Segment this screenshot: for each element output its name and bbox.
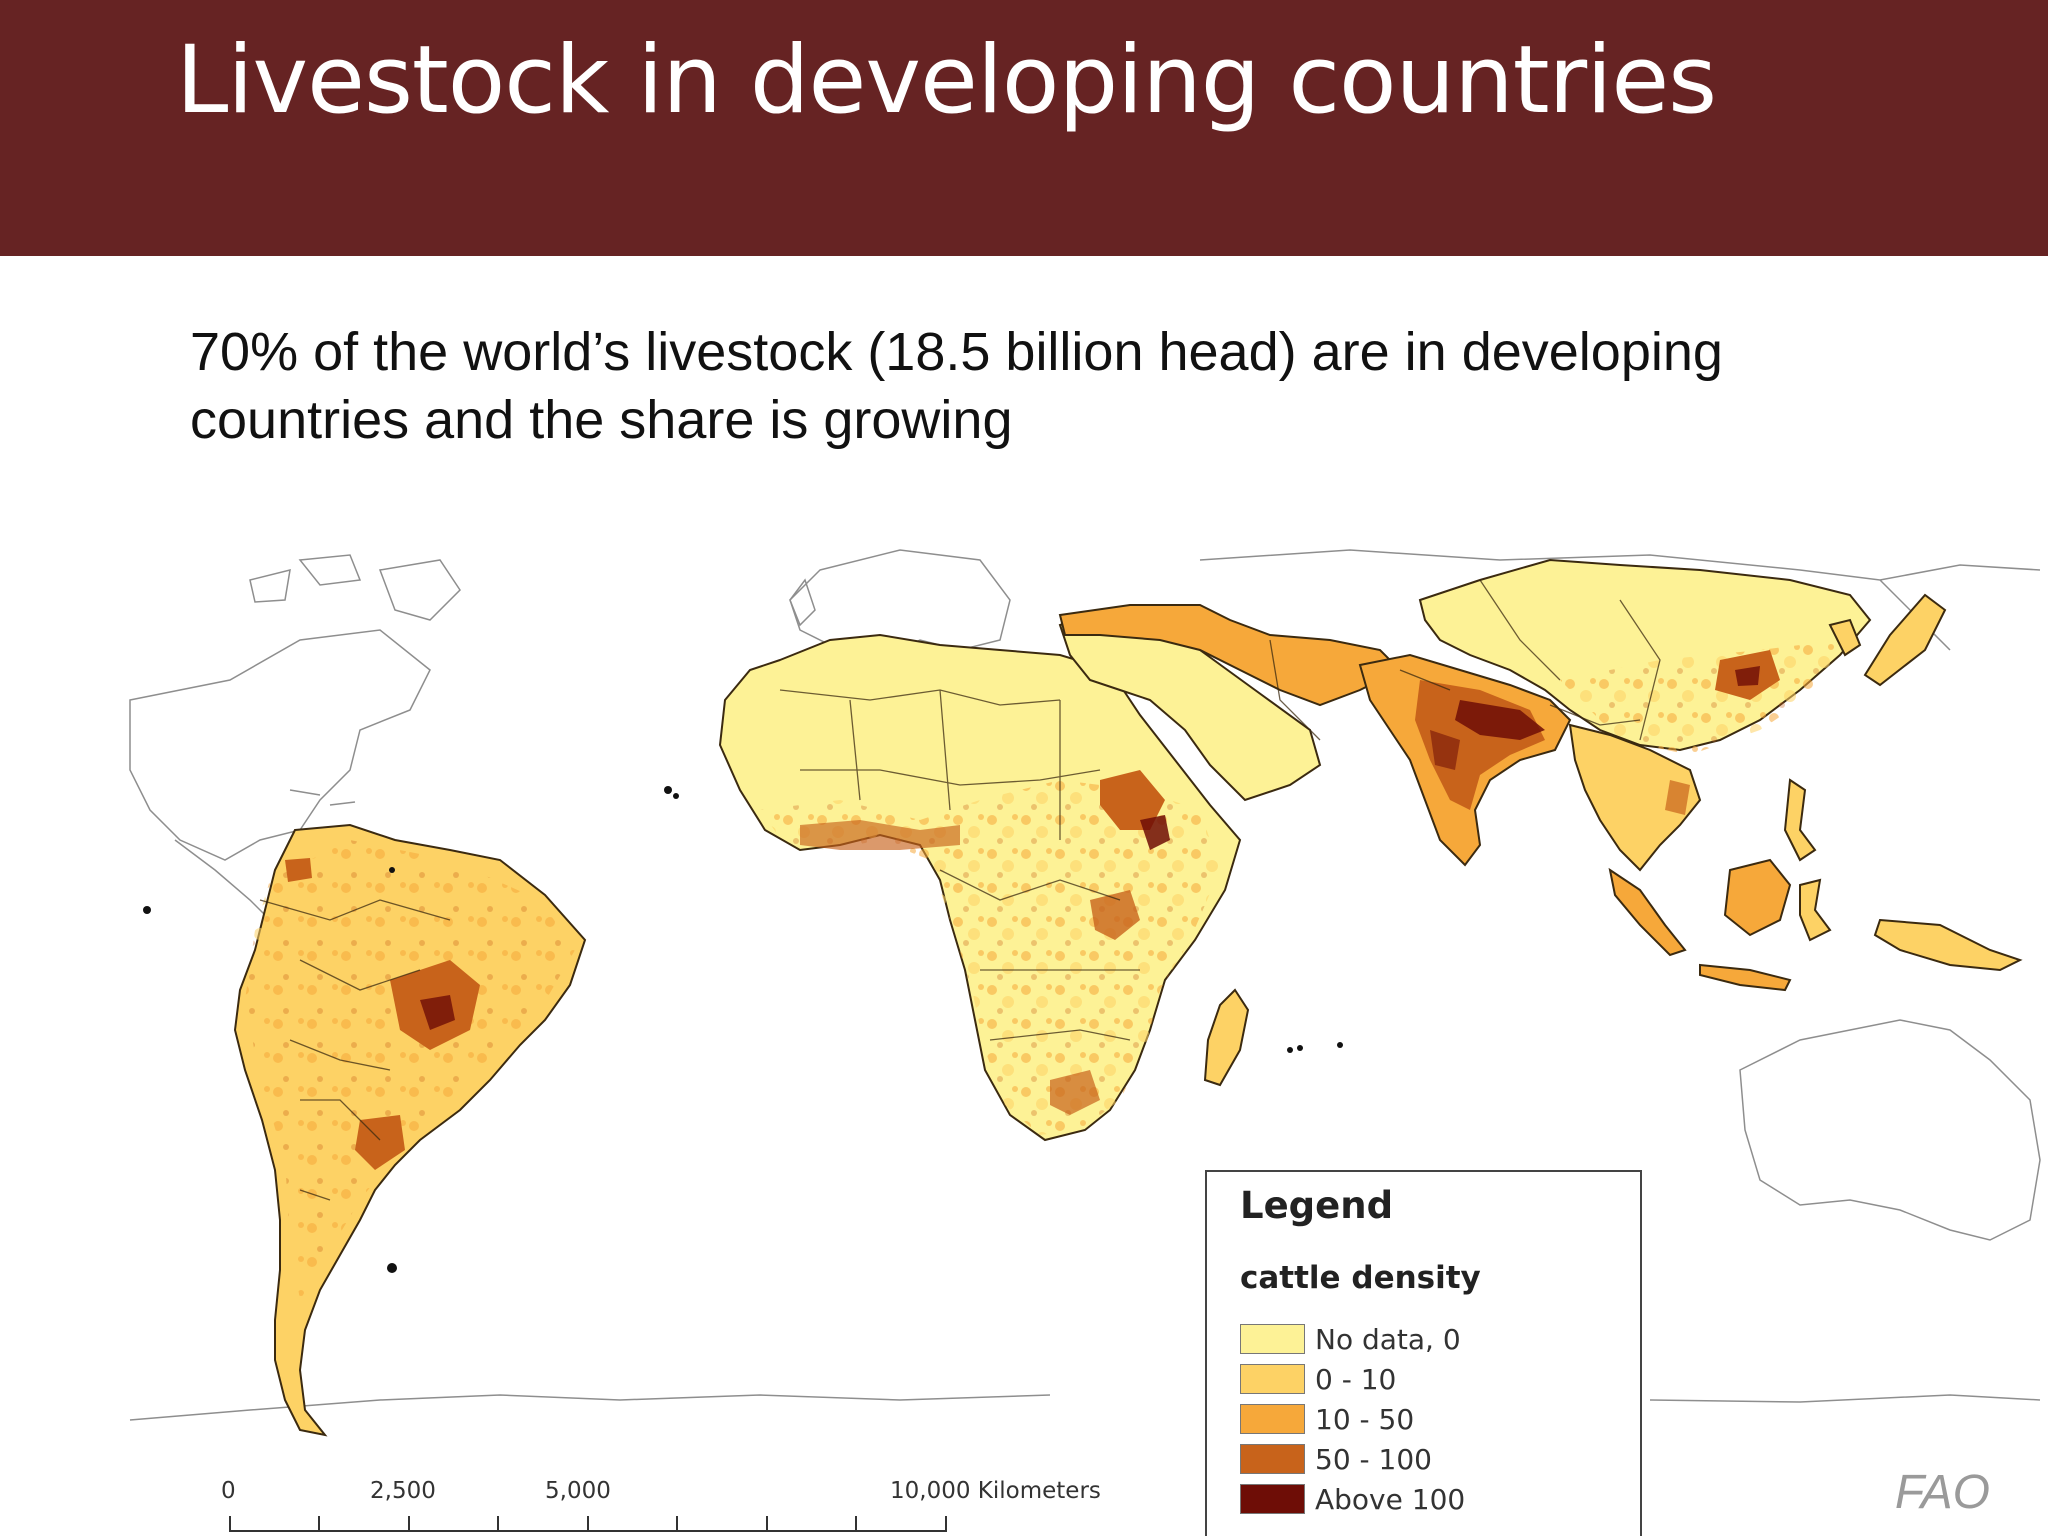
- map-legend: Legend cattle density No data, 0 0 - 10 …: [1205, 1170, 1642, 1536]
- india-west-density: [1430, 730, 1460, 770]
- legend-item-10-50: 10 - 50: [1240, 1402, 1414, 1436]
- cattle-density-map: [129, 549, 2041, 1437]
- legend-swatch: [1240, 1404, 1305, 1434]
- south-america-borders: [259, 899, 451, 1201]
- legend-item-above-100: Above 100: [1240, 1482, 1465, 1516]
- scale-tick: [229, 1516, 231, 1532]
- legend-item-0-10: 0 - 10: [1240, 1362, 1396, 1396]
- legend-title: Legend: [1240, 1184, 1394, 1227]
- north-america-outline: [129, 629, 431, 861]
- borneo-region: [1723, 858, 1792, 937]
- legend-swatch: [1240, 1484, 1305, 1514]
- china-east-peak: [1735, 666, 1760, 686]
- scale-label-2500: 2,500: [370, 1478, 436, 1504]
- legend-subtitle: cattle density: [1240, 1260, 1481, 1296]
- sahel-density: [800, 820, 960, 850]
- sudan-density: [1100, 770, 1165, 830]
- legend-swatch: [1240, 1444, 1305, 1474]
- high-density-patches: [285, 650, 1780, 1170]
- africa-borders: [779, 689, 1140, 1041]
- east-africa-density: [1090, 890, 1140, 940]
- australia-outline: [1739, 1019, 2041, 1241]
- scale-tick: [587, 1516, 589, 1532]
- antarctica-outline: [129, 1394, 2041, 1421]
- legend-item-no-data: No data, 0: [1240, 1322, 1461, 1356]
- ganges-plain-density: [1455, 700, 1545, 740]
- southeast-asia-region: [1568, 723, 1702, 872]
- scale-label-0: 0: [221, 1478, 236, 1504]
- scale-tick: [408, 1516, 410, 1532]
- cape-verde-dot-2: [673, 793, 679, 799]
- asia-borders: [1269, 579, 1661, 741]
- cape-verde-dot: [664, 786, 672, 794]
- scale-label-5000: 5,000: [545, 1478, 611, 1504]
- title-bar: Livestock in developing countries: [0, 0, 2048, 256]
- scale-label-10000: 10,000 Kilometers: [890, 1478, 1101, 1504]
- sumatra-region: [1608, 867, 1687, 957]
- scale-tick: [318, 1516, 320, 1532]
- slide-title: Livestock in developing countries: [176, 26, 1717, 135]
- scale-tick: [497, 1516, 499, 1532]
- caribbean-dot: [389, 867, 395, 873]
- scale-tick: [945, 1516, 947, 1532]
- legend-label: 50 - 100: [1315, 1442, 1432, 1476]
- pampas-density: [355, 1115, 405, 1170]
- philippines-region: [1783, 778, 1817, 862]
- south-america-texture: [245, 840, 575, 1300]
- small-islands: [143, 786, 1343, 1273]
- legend-swatch: [1240, 1324, 1305, 1354]
- sulawesi-region: [1799, 878, 1832, 942]
- legend-swatch: [1240, 1364, 1305, 1394]
- legend-label: Above 100: [1315, 1482, 1466, 1516]
- galapagos-dot: [143, 906, 151, 914]
- mauritius-dot: [1297, 1045, 1303, 1051]
- british-isles-outline: [789, 578, 816, 627]
- slide-subtitle: 70% of the world’s livestock (18.5 billi…: [190, 322, 1723, 450]
- legend-label: 10 - 50: [1315, 1402, 1415, 1436]
- seychelles-dot: [1287, 1047, 1293, 1053]
- non-developing-outlines: [129, 549, 2041, 1421]
- scale-tick: [855, 1516, 857, 1532]
- africa-south-texture: [760, 780, 1220, 1135]
- turkey-central-asia-region: [1058, 604, 1402, 707]
- country-borders: [259, 579, 1661, 1201]
- greenland-outline: [378, 559, 461, 621]
- caribbean-outline: [289, 789, 356, 806]
- scale-tick: [676, 1516, 678, 1532]
- scale-bar: 0 2,500 5,000 10,000 Kilometers: [215, 1470, 1101, 1536]
- colombia-density: [285, 858, 312, 882]
- legend-label: 0 - 10: [1315, 1362, 1397, 1396]
- new-guinea-region: [1873, 918, 2023, 972]
- southern-africa-density: [1050, 1070, 1100, 1115]
- brazil-central-peak: [420, 995, 455, 1030]
- java-region: [1699, 963, 1792, 992]
- arctic-islands-outline: [249, 554, 362, 603]
- legend-label: No data, 0: [1315, 1322, 1461, 1356]
- madagascar-region: [1203, 988, 1250, 1087]
- legend-item-50-100: 50 - 100: [1240, 1442, 1432, 1476]
- scale-tick: [766, 1516, 768, 1532]
- maldives-dot: [1337, 1042, 1343, 1048]
- source-credit: FAO: [1894, 1466, 1990, 1519]
- falklands-dot: [387, 1263, 397, 1273]
- vietnam-density: [1665, 780, 1690, 815]
- ethiopia-peak: [1140, 815, 1170, 850]
- korea-japan-region: [1828, 593, 1947, 687]
